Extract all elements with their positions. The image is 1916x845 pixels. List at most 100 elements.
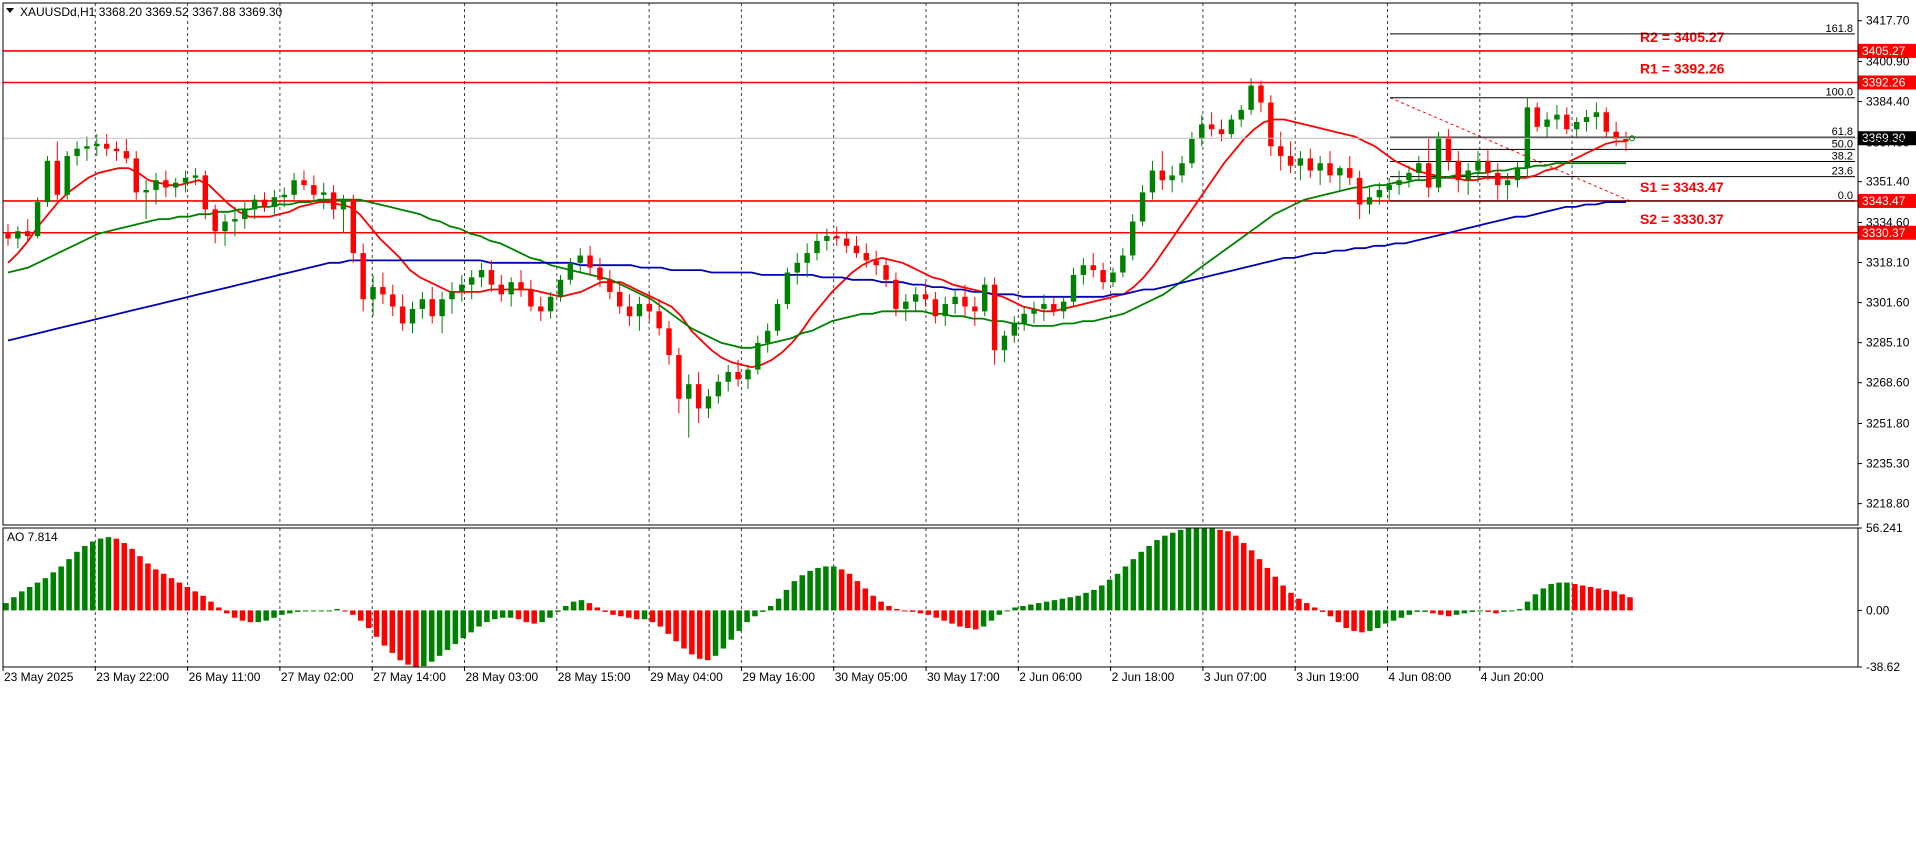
ao-bar — [1114, 573, 1121, 611]
candle-body — [488, 270, 495, 285]
candle-body — [1307, 158, 1314, 171]
ao-bar — [1611, 591, 1617, 611]
ao-bar — [578, 600, 585, 611]
ao-bar — [160, 573, 167, 611]
candle — [419, 291, 426, 319]
ao-bar — [1532, 594, 1539, 611]
candle — [261, 192, 268, 212]
candle-body — [1327, 163, 1333, 176]
y-tick-label: 3367.60 — [1866, 135, 1910, 149]
candle-body — [212, 209, 218, 232]
ao-bar — [1020, 606, 1026, 611]
candle-body — [557, 279, 564, 297]
candle-body — [84, 146, 90, 149]
candle — [735, 359, 741, 387]
candle — [350, 194, 357, 263]
ao-bar — [279, 610, 285, 615]
ao-bar — [342, 610, 348, 612]
ao-bar — [1311, 607, 1318, 611]
moving-averages — [7, 118, 1626, 369]
candle — [25, 219, 31, 241]
candle-body — [962, 296, 968, 307]
y-tick-label: 3235.30 — [1866, 457, 1910, 471]
x-tick-label: 30 May 17:00 — [927, 670, 1000, 684]
candle-body — [942, 304, 948, 317]
candle-body — [419, 299, 426, 309]
ao-bar — [878, 601, 884, 611]
ao-bar — [1296, 598, 1302, 611]
ao-bar — [302, 610, 309, 612]
candle-body — [1268, 102, 1274, 147]
ao-bar — [58, 566, 64, 611]
candle — [498, 274, 505, 302]
ao-bar — [957, 610, 963, 627]
ao-bar — [854, 581, 861, 611]
candle-body — [340, 199, 347, 210]
candle-body — [853, 245, 860, 254]
ao-bar — [547, 610, 553, 618]
candle — [774, 299, 781, 336]
ao-bar — [618, 610, 624, 617]
candle-body — [695, 384, 702, 409]
ao-bar — [1169, 532, 1176, 611]
candle-body — [607, 279, 613, 292]
ao-bar — [949, 610, 955, 624]
candle-body — [1297, 158, 1304, 166]
y-tick-label: 3268.60 — [1866, 376, 1910, 390]
level-price-text: 3405.27 — [1862, 44, 1906, 58]
candle-body — [1218, 129, 1225, 135]
candle-body — [94, 143, 100, 147]
ao-bar — [1099, 585, 1105, 611]
ao-bar — [1382, 610, 1389, 624]
candle — [1475, 151, 1481, 183]
candle — [666, 321, 672, 365]
candle-body — [1041, 304, 1047, 309]
ao-bar — [807, 570, 813, 611]
candle-body — [1287, 155, 1294, 166]
moving-average-line — [7, 162, 1626, 349]
candle — [853, 236, 860, 258]
candle-body — [261, 199, 268, 207]
candle-body — [656, 311, 662, 329]
candle-body — [1445, 136, 1452, 161]
awesome-oscillator — [3, 528, 1633, 668]
candle-body — [686, 384, 692, 399]
ao-bar — [925, 610, 932, 615]
candle-body — [547, 296, 554, 312]
ao-bar — [168, 578, 175, 611]
candle — [1060, 296, 1067, 319]
ao-bar — [1319, 610, 1326, 612]
candle-body — [1159, 170, 1166, 181]
candle-body — [903, 301, 909, 309]
candle-body — [1485, 160, 1491, 173]
candle — [1001, 330, 1008, 363]
candle-body — [242, 209, 248, 220]
ao-bar — [744, 610, 750, 623]
candle — [1327, 151, 1333, 183]
candle-body — [320, 192, 327, 195]
ao-bar — [712, 610, 719, 656]
candle-body — [74, 148, 80, 156]
ao-bar — [1083, 592, 1089, 611]
ao-bar — [11, 597, 17, 611]
candle-body — [1031, 308, 1037, 314]
candle-body — [232, 219, 238, 222]
candle — [478, 262, 485, 288]
y-tick-label: 3417.70 — [1866, 14, 1910, 28]
ao-bar — [365, 610, 372, 628]
candle — [686, 374, 692, 438]
ao-bar — [846, 573, 853, 611]
ao-bar — [1059, 598, 1066, 611]
ao-bar — [105, 537, 112, 611]
ao-bar — [1288, 592, 1294, 611]
level-price-tag — [1858, 75, 1916, 90]
ao-bar — [318, 610, 325, 612]
candle-body — [44, 160, 51, 203]
ao-bar — [1540, 588, 1547, 611]
ao-bar — [452, 610, 459, 645]
candle — [843, 231, 850, 254]
candle-body — [1021, 313, 1027, 324]
ao-bar — [1240, 543, 1247, 611]
y-tick-label: 3384.40 — [1866, 95, 1910, 109]
candle — [370, 274, 376, 317]
